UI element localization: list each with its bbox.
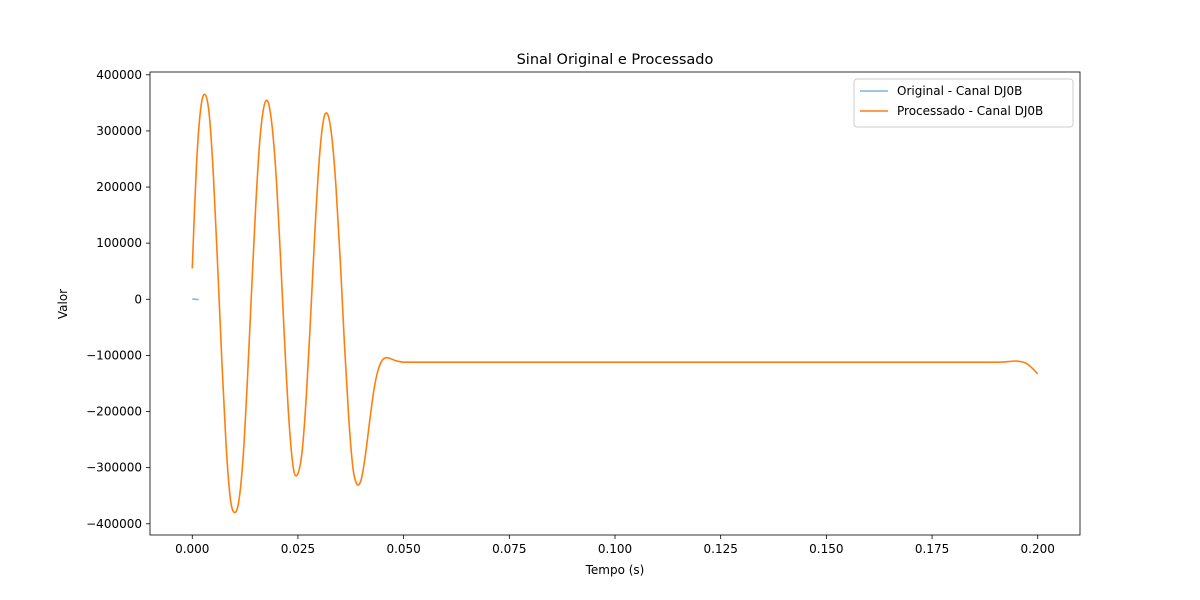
x-axis-label: Tempo (s) [585,563,645,577]
plot-area [149,71,1081,536]
x-tick-label: 0.025 [281,542,315,556]
y-tick-label: 200000 [96,180,142,194]
x-tick-label: 0.000 [175,542,209,556]
y-tick-label: 400000 [96,68,142,82]
y-tick-label: 0 [134,292,142,306]
y-tick-label: −400000 [86,517,142,531]
y-tick-label: 100000 [96,236,142,250]
legend-entry: Processado - Canal DJ0B [897,104,1043,118]
x-tick-label: 0.075 [492,542,526,556]
legend: Original - Canal DJ0B Processado - Canal … [853,78,1074,128]
x-axis: 0.000 0.025 0.050 0.075 0.100 0.125 0.150 0.175… [175,535,1055,556]
x-tick-label: 0.175 [915,542,949,556]
y-tick-label: −100000 [86,348,142,362]
y-tick-label: −300000 [86,461,142,475]
y-tick-label: 300000 [96,124,142,138]
x-tick-label: 0.050 [386,542,420,556]
legend-entry: Original - Canal DJ0B [897,84,1022,98]
x-tick-label: 0.150 [809,542,843,556]
series-line-original [192,298,199,301]
series-layer [191,93,1039,514]
y-axis: −400000 −300000 −200000 −100000 0 100000 20000… [86,68,150,531]
y-tick-label: −200000 [86,405,142,419]
plot-background [150,72,1080,535]
chart-title: Sinal Original e Processado [517,52,714,68]
y-axis-label: Valor [56,289,70,319]
x-tick-label: 0.200 [1021,542,1055,556]
x-tick-label: 0.125 [704,542,738,556]
series-line-processado [191,93,1039,514]
x-tick-label: 0.100 [598,542,632,556]
legend-box [853,78,1074,128]
